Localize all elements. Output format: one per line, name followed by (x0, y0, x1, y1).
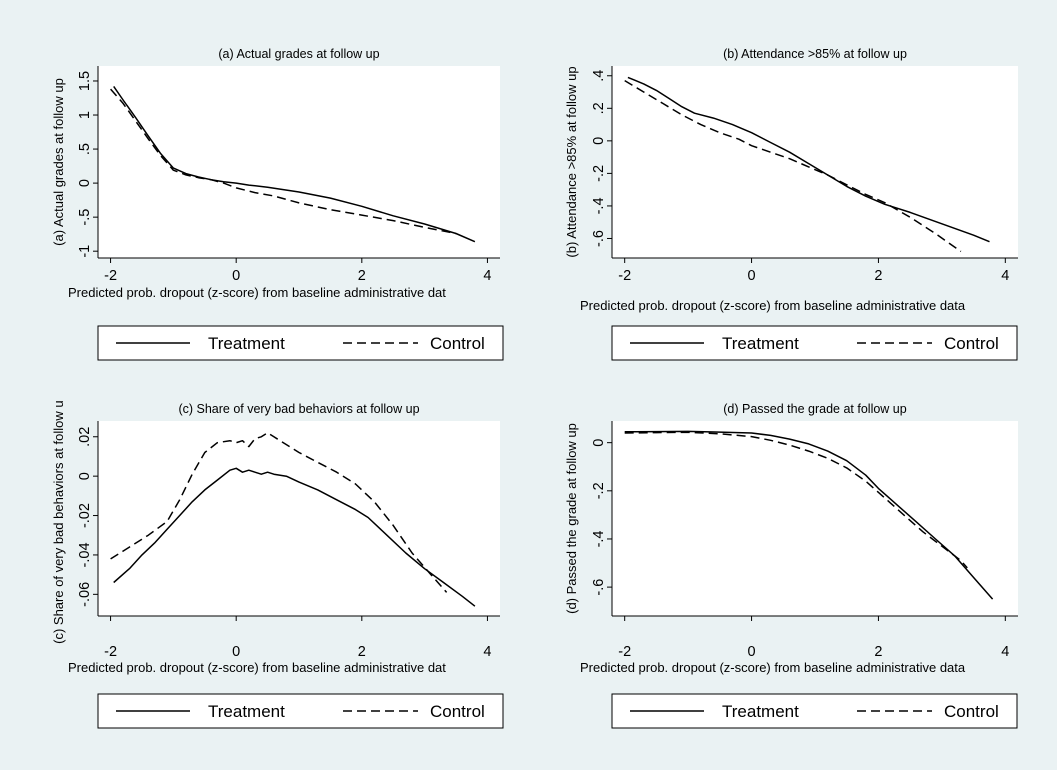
series-line-treatment (113, 467, 476, 607)
legend-label-treatment: Treatment (722, 702, 799, 721)
series-line-treatment (624, 430, 994, 600)
series-line-treatment (627, 76, 990, 243)
chart-title: (c) Share of very bad behaviors at follo… (178, 402, 419, 416)
legend-label-control: Control (430, 334, 485, 353)
x-tick-label: -2 (104, 644, 117, 660)
chart-title: (d) Passed the grade at follow up (723, 402, 906, 416)
y-tick-label: -.6 (591, 579, 607, 596)
plot-area (612, 421, 1018, 616)
y-tick-label: -.6 (591, 230, 607, 247)
chart-panel-1: (a) Actual grades at follow up1.51.50-.5… (51, 47, 500, 300)
chart-panel-3: (c) Share of very bad behaviors at follo… (51, 393, 500, 675)
legend-4: Treatment Control (611, 693, 1018, 729)
series-line-control (110, 432, 448, 593)
x-tick-label: 2 (358, 268, 366, 284)
series-line-control (624, 79, 962, 253)
y-axis-label: (b) Attendance >85% at follow up (564, 66, 579, 257)
y-axis-label: (d) Passed the grade at follow up (564, 423, 579, 614)
chart-panel-2: (b) Attendance >85% at follow up .4 .2 0 -.2… (564, 47, 1018, 313)
legend-label-treatment: Treatment (722, 334, 799, 353)
legend-label-treatment: Treatment (208, 334, 285, 353)
x-tick-label: 4 (483, 268, 491, 284)
y-tick-label: 1 (77, 111, 93, 119)
series-line-treatment (113, 85, 476, 243)
legend-1: Treatment Control (97, 325, 504, 361)
legend-label-control: Control (944, 702, 999, 721)
x-tick-label: -2 (104, 268, 117, 284)
chart-title: (a) Actual grades at follow up (218, 47, 379, 61)
y-tick-label: -.2 (591, 482, 607, 499)
legend-label-control: Control (430, 702, 485, 721)
y-tick-label: -.02 (77, 503, 93, 528)
x-tick-label: 2 (358, 644, 366, 660)
x-tick-label: -2 (618, 644, 631, 660)
y-tick-label: 0 (591, 439, 607, 447)
y-tick-label: 0 (77, 472, 93, 480)
x-tick-label: -2 (618, 268, 631, 284)
x-axis-label: Predicted prob. dropout (z-score) from b… (580, 660, 966, 675)
y-tick-label: 1.5 (77, 71, 93, 91)
x-tick-label: 4 (1001, 644, 1009, 660)
y-tick-label: .5 (77, 143, 93, 155)
x-axis-label: Predicted prob. dropout (z-score) from b… (68, 660, 446, 675)
legend-3: Treatment Control (97, 693, 504, 729)
x-tick-label: 2 (874, 268, 882, 284)
x-tick-label: 0 (232, 268, 240, 284)
y-axis-label: (c) Share of very bad behaviors at follo… (51, 393, 66, 644)
x-axis-label: Predicted prob. dropout (z-score) from b… (68, 285, 446, 300)
x-tick-label: 4 (1001, 268, 1009, 284)
chart-title: (b) Attendance >85% at follow up (723, 47, 907, 61)
plot-area (612, 66, 1018, 258)
y-tick-label: -.2 (591, 165, 607, 182)
x-tick-label: 2 (874, 644, 882, 660)
legend-2: Treatment Control (611, 325, 1018, 361)
y-axis-label: (a) Actual grades at follow up (51, 78, 66, 246)
series-line-control (110, 88, 457, 235)
y-tick-label: -.4 (591, 531, 607, 548)
y-tick-label: -1 (77, 245, 93, 258)
y-tick-label: -.5 (77, 209, 93, 226)
x-tick-label: 0 (748, 268, 756, 284)
y-tick-label: .2 (591, 102, 607, 114)
legend-label-control: Control (944, 334, 999, 353)
y-tick-label: .4 (591, 70, 607, 82)
y-tick-label: 0 (77, 179, 93, 187)
x-tick-label: 0 (748, 644, 756, 660)
x-tick-label: 0 (232, 644, 240, 660)
series-line-control (624, 431, 968, 569)
y-tick-label: -.04 (77, 542, 93, 567)
x-axis-label: Predicted prob. dropout (z-score) from b… (580, 298, 966, 313)
x-tick-label: 4 (483, 644, 491, 660)
y-tick-label: .02 (77, 427, 93, 447)
legend-label-treatment: Treatment (208, 702, 285, 721)
plot-area (98, 421, 500, 616)
chart-panel-4: (d) Passed the grade at follow up 0 -.2 -.4… (564, 402, 1018, 675)
y-tick-label: 0 (591, 137, 607, 145)
y-tick-label: -.06 (77, 582, 93, 607)
y-tick-label: -.4 (591, 197, 607, 214)
